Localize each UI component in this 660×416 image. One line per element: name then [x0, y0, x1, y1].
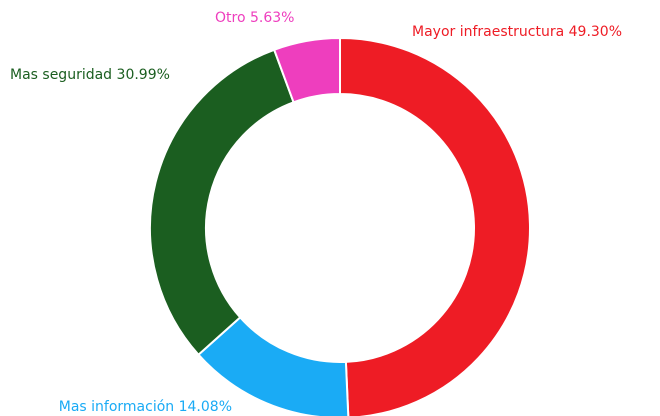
- slice-label-value: 14.08%: [179, 399, 232, 415]
- slice-label: Mas seguridad 30.99%: [10, 67, 170, 83]
- slice-label-name: Mas seguridad: [10, 67, 112, 83]
- donut-slice: [149, 48, 295, 357]
- slice-label: Mayor infraestructura 49.30%: [412, 24, 622, 40]
- slice-label: Mas información 14.08%: [59, 399, 232, 415]
- slice-label-name: Mayor infraestructura: [412, 24, 564, 40]
- slice-label-name: Mas información: [59, 399, 174, 415]
- slice-label-value: 5.63%: [250, 10, 294, 26]
- slice-label-value: 30.99%: [117, 67, 170, 83]
- slice-label-value: 49.30%: [569, 24, 622, 40]
- slice-label: Otro 5.63%: [215, 10, 294, 26]
- donut-slice: [272, 36, 341, 104]
- slice-label-name: Otro: [215, 10, 246, 26]
- donut-slice: [339, 36, 531, 416]
